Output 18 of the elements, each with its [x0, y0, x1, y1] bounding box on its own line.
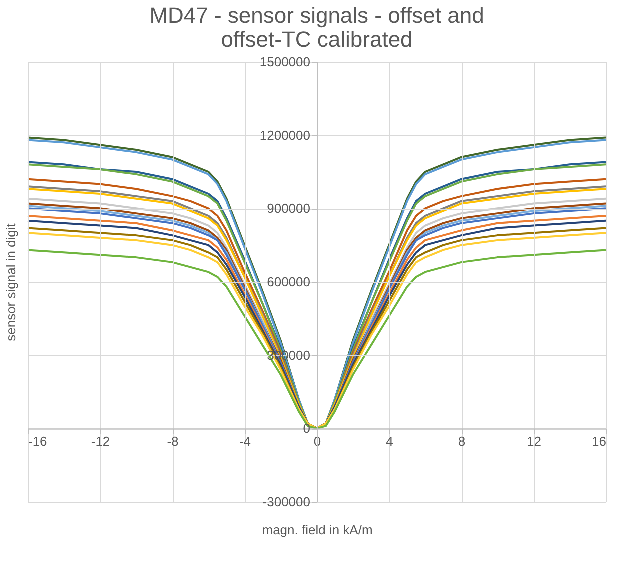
x-tick-label: -16 — [28, 434, 48, 450]
y-tick-label: 1500000 — [260, 54, 310, 70]
x-tick-label: -12 — [91, 434, 110, 450]
y-tick-label: -300000 — [262, 494, 310, 510]
x-tick-label: 12 — [527, 434, 542, 450]
x-axis-title: magn. field in kA/m — [262, 522, 373, 538]
y-axis-title: sensor signal in digit — [4, 223, 18, 342]
x-tick-label: 4 — [386, 434, 394, 450]
y-tick-label: 600000 — [267, 274, 310, 290]
x-tick-label: 16 — [592, 434, 606, 450]
x-tick-label: -4 — [239, 434, 252, 450]
y-tick-label: 0 — [303, 421, 310, 436]
y-tick-label: 1200000 — [260, 128, 310, 143]
y-tick-label: 900000 — [267, 201, 310, 216]
x-tick-label: -8 — [167, 434, 179, 450]
y-tick-label: 300000 — [267, 348, 310, 363]
chart-title: MD47 - sensor signals - offset and offset-TC calibrated — [150, 3, 484, 52]
x-tick-label: 8 — [458, 434, 466, 450]
